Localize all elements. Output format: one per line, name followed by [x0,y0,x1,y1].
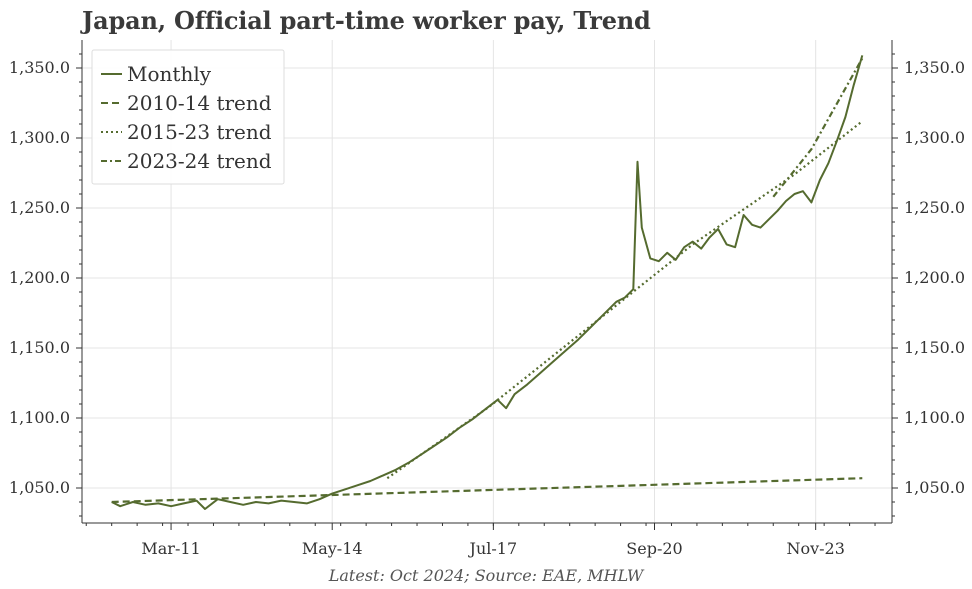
chart-title: Japan, Official part-time worker pay, Tr… [82,6,651,35]
y-tick-label-right: 1,300.0 [904,128,965,147]
legend-label: Monthly [127,62,212,86]
y-tick-label-left: 1,050.0 [9,478,70,497]
legend-label: 2015-23 trend [127,120,272,144]
legend-label: 2023-24 trend [127,149,272,173]
x-tick-label: Jul-17 [468,539,518,558]
legend: Monthly 2010-14 trend 2015-23 trend 2023-24… [91,49,285,185]
series-line-monthly [111,55,864,510]
legend-label: 2010-14 trend [127,91,272,115]
y-tick-label-left: 1,350.0 [9,58,70,77]
y-tick-label-left: 1,200.0 [9,268,70,287]
y-tick-label-left: 1,300.0 [9,128,70,147]
y-tick-label-right: 1,100.0 [904,408,965,427]
x-tick-label: Sep-20 [626,539,682,558]
y-tick-label-left: 1,250.0 [9,198,70,217]
x-tick-label: May-14 [302,539,363,558]
legend-box [91,49,285,185]
x-tick-label: Mar-11 [141,539,200,558]
y-tick-label-left: 1,150.0 [9,338,70,357]
y-tick-label-right: 1,200.0 [904,268,965,287]
series-line-2010-14-trend [111,477,863,504]
y-tick-label-right: 1,250.0 [904,198,965,217]
axes: 1,050.0 1,050.0 1,100.0 1,100.0 1,150.0 1,150… [9,40,965,558]
x-tick-label: Nov-23 [786,539,844,558]
y-tick-label-right: 1,350.0 [904,58,965,77]
series-line-2023-24-trend [772,57,864,198]
y-tick-label-left: 1,100.0 [9,408,70,427]
series-layer [111,55,864,510]
source-note: Latest: Oct 2024; Source: EAE, MHLW [328,566,644,585]
y-tick-label-right: 1,050.0 [904,478,965,497]
y-tick-label-right: 1,150.0 [904,338,965,357]
